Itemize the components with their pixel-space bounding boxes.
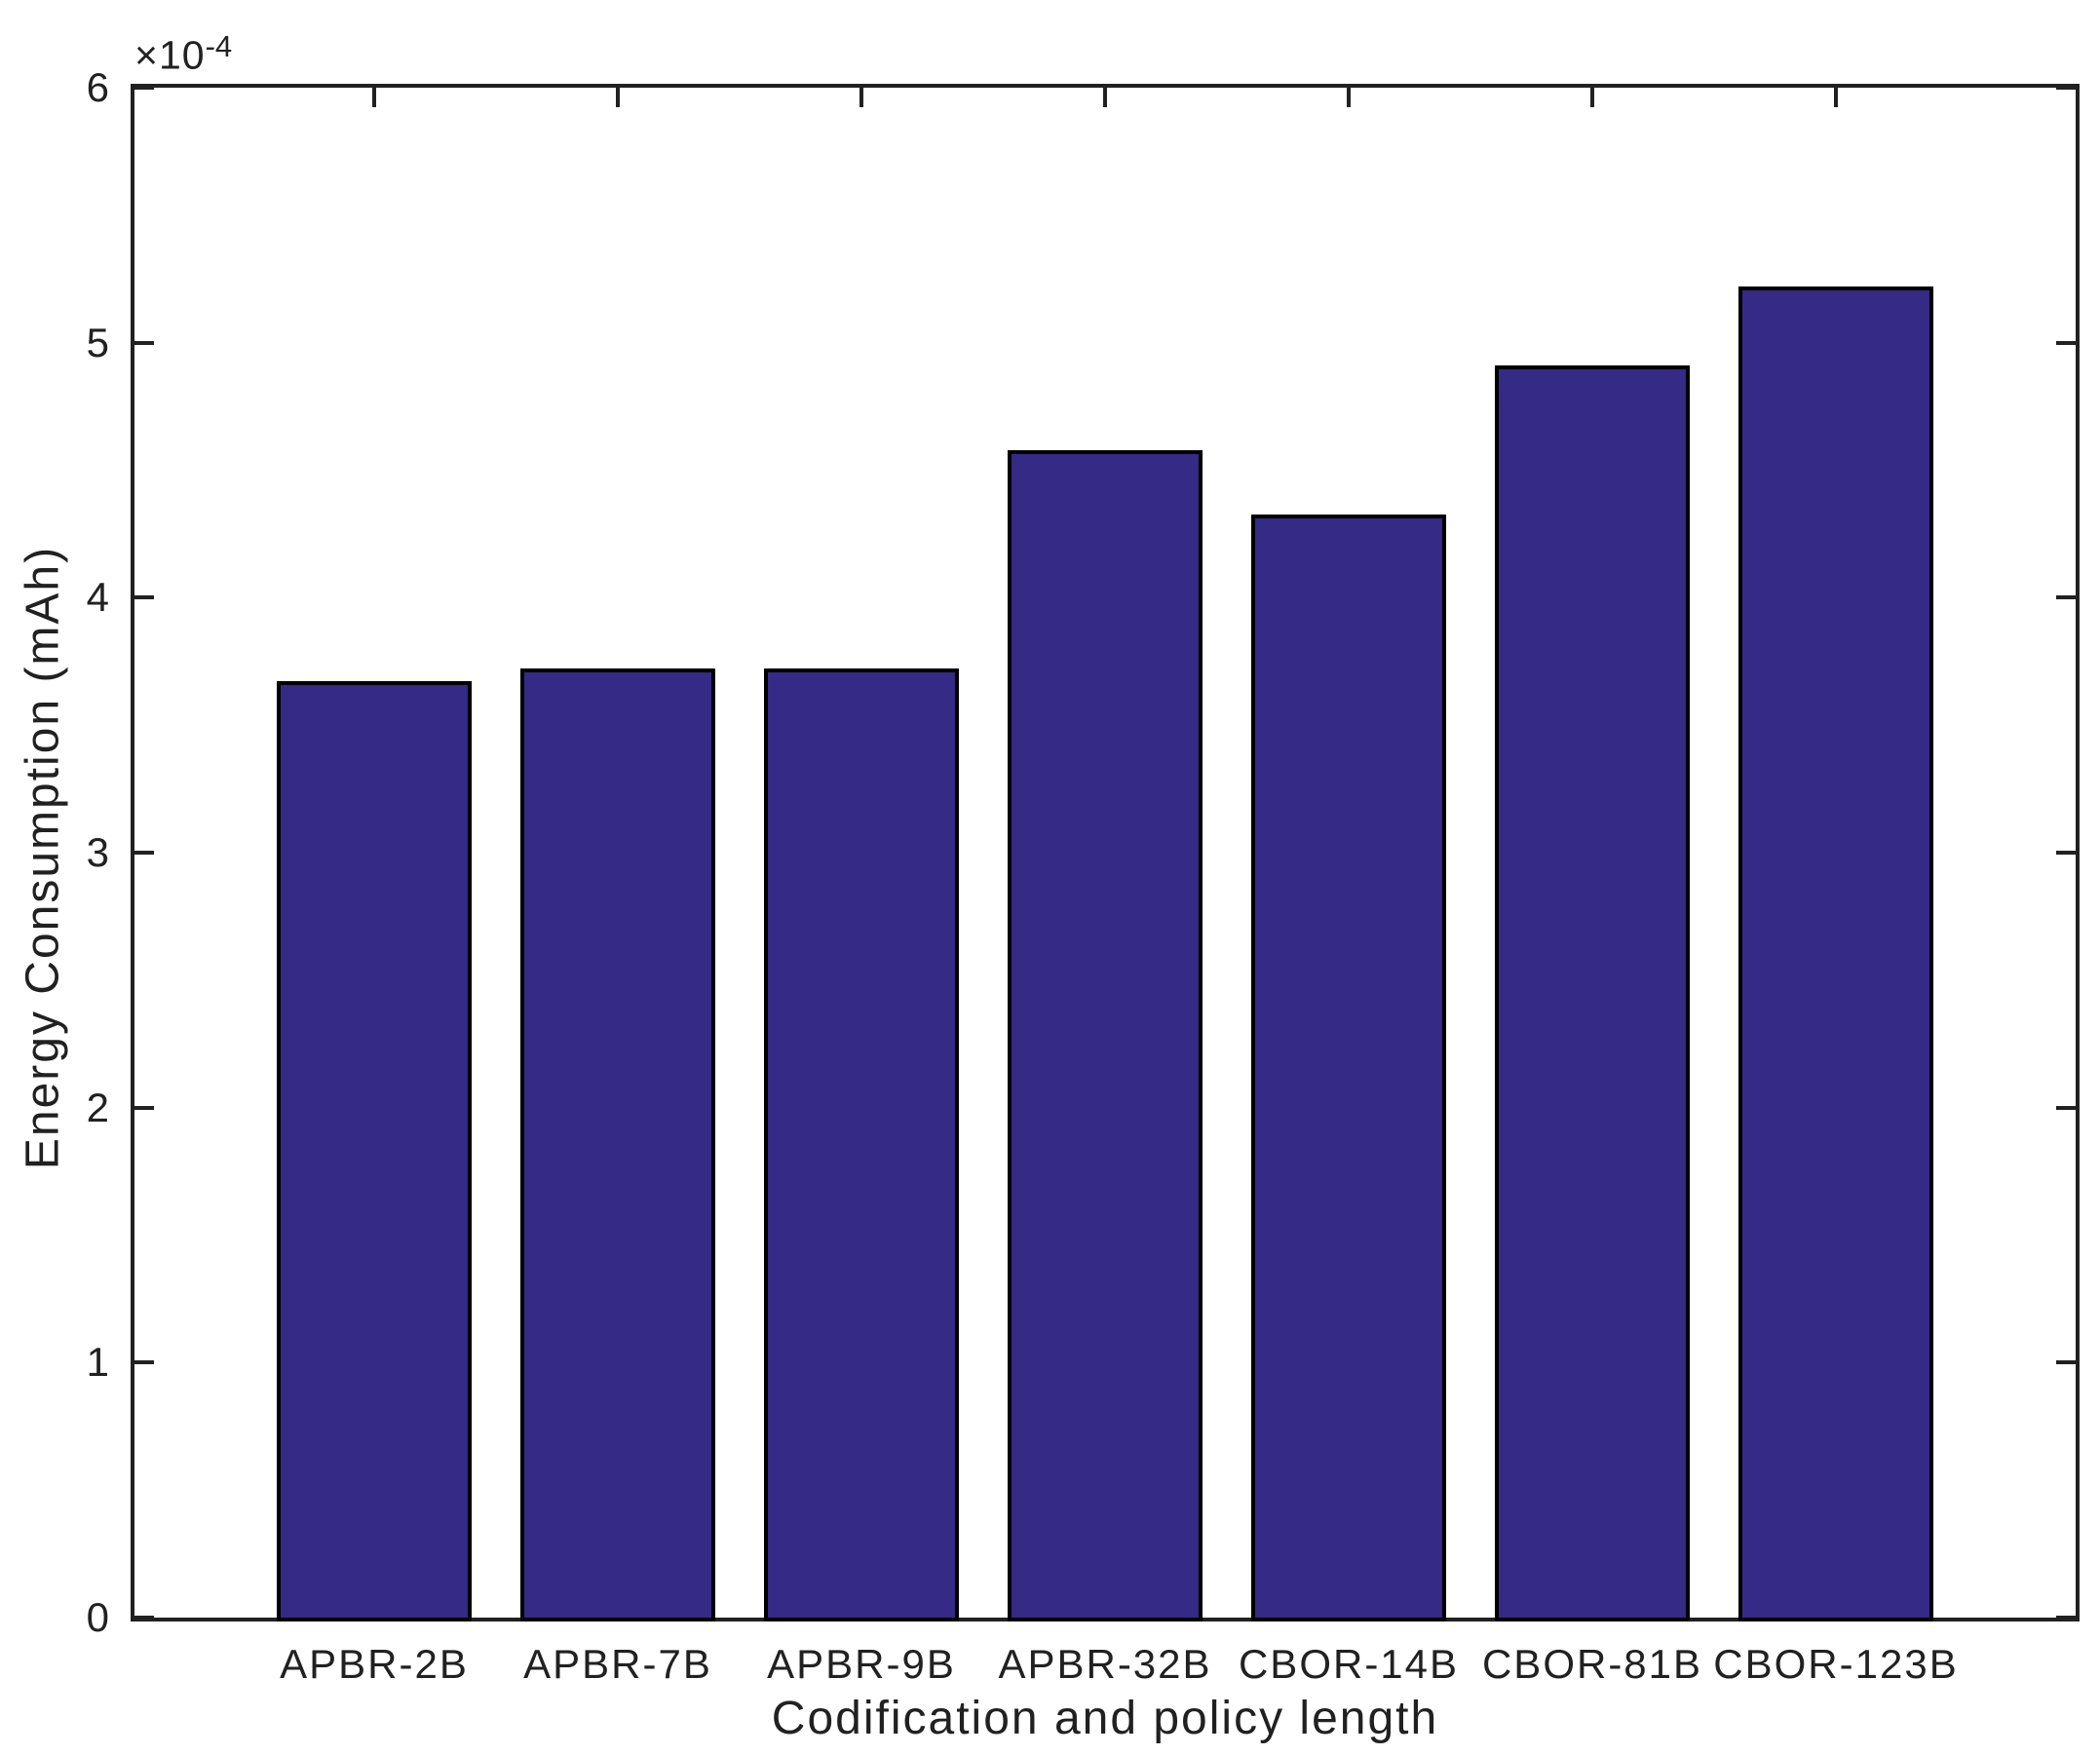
x-tick-label-cbor-14b: CBOR-14B <box>1238 1641 1460 1687</box>
y-tick-label-1: 1 <box>86 1339 111 1385</box>
x-tick-top-4 <box>1103 88 1107 107</box>
bar-apbr-7b <box>520 668 715 1621</box>
x-tick-label-apbr-32b: APBR-32B <box>998 1641 1212 1687</box>
y-tick-label-0: 0 <box>86 1594 111 1640</box>
y-tick-left-3 <box>134 851 154 855</box>
x-tick-label-apbr-9b: APBR-9B <box>767 1641 956 1687</box>
y-tick-left-1 <box>134 1360 154 1364</box>
x-tick-top-2 <box>616 88 620 107</box>
x-tick-top-7 <box>1834 88 1838 107</box>
x-tick-label-apbr-7b: APBR-7B <box>523 1641 712 1687</box>
y-axis-multiplier-base: ×10 <box>134 32 206 78</box>
x-tick-label-apbr-2b: APBR-2B <box>280 1641 469 1687</box>
y-tick-right-2 <box>2056 1106 2076 1110</box>
y-tick-left-0 <box>134 1616 154 1620</box>
y-tick-left-5 <box>134 341 154 345</box>
x-tick-top-3 <box>859 88 863 107</box>
y-tick-right-1 <box>2056 1360 2076 1364</box>
bar-apbr-2b <box>277 681 472 1621</box>
y-tick-left-6 <box>134 86 154 90</box>
y-tick-right-6 <box>2056 86 2076 90</box>
x-tick-top-1 <box>372 88 376 107</box>
bar-cbor-14b <box>1251 515 1446 1621</box>
y-tick-left-4 <box>134 595 154 599</box>
x-tick-top-5 <box>1347 88 1351 107</box>
x-axis-label: Codification and policy length <box>771 1693 1439 1744</box>
bar-apbr-32b <box>1008 450 1203 1621</box>
y-tick-right-4 <box>2056 595 2076 599</box>
x-tick-top-6 <box>1590 88 1594 107</box>
y-axis-multiplier: ×10-4 <box>134 27 232 79</box>
y-tick-label-5: 5 <box>86 320 111 365</box>
bar-cbor-81b <box>1495 365 1690 1621</box>
x-tick-label-cbor-81b: CBOR-81B <box>1481 1641 1703 1687</box>
bar-cbor-123b <box>1738 286 1933 1621</box>
y-tick-label-2: 2 <box>86 1085 111 1130</box>
y-tick-label-4: 4 <box>86 574 111 620</box>
y-tick-label-3: 3 <box>86 829 111 875</box>
bar-apbr-9b <box>764 668 959 1621</box>
y-tick-right-5 <box>2056 341 2076 345</box>
y-tick-right-3 <box>2056 851 2076 855</box>
y-axis-multiplier-exponent: -4 <box>205 29 233 63</box>
y-tick-left-2 <box>134 1106 154 1110</box>
x-tick-label-cbor-123b: CBOR-123B <box>1713 1641 1959 1687</box>
y-tick-label-6: 6 <box>86 64 111 110</box>
y-tick-right-0 <box>2056 1616 2076 1620</box>
